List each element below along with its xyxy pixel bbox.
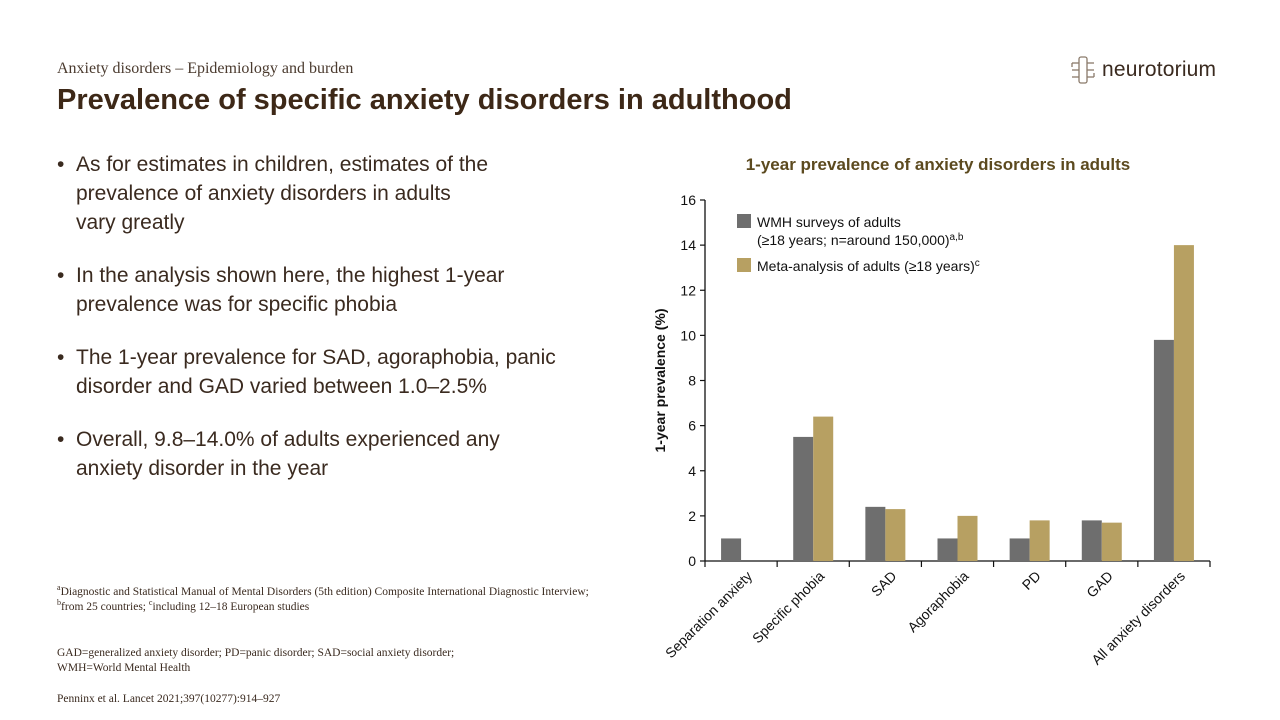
bar	[885, 509, 906, 561]
x-tick-label: Separation anxiety	[662, 568, 755, 661]
y-tick-label: 10	[680, 327, 696, 343]
y-tick-label: 8	[688, 373, 696, 389]
x-tick-label: PD	[1019, 568, 1044, 593]
x-tick-label: SAD	[868, 568, 900, 600]
x-tick-label: Agoraphobia	[904, 568, 972, 636]
bullet-item: The 1-year prevalence for SAD, agoraphob…	[57, 343, 637, 401]
bar	[865, 506, 886, 561]
y-tick-label: 12	[680, 282, 696, 298]
y-tick-label: 0	[688, 553, 696, 569]
footnote-marker-b: b	[57, 598, 62, 608]
y-tick-label: 6	[688, 418, 696, 434]
chart-title: 1-year prevalence of anxiety disorders i…	[745, 155, 1131, 174]
footnote-marker-a: a	[57, 583, 61, 593]
footnote-abbreviations: GAD=generalized anxiety disorder; PD=pan…	[57, 647, 455, 674]
bar	[1101, 522, 1122, 561]
y-tick-label: 16	[680, 192, 696, 208]
legend-label-wmh-line2: (≥18 years; n=around 150,000)a,b	[757, 232, 964, 248]
bar	[1153, 339, 1174, 561]
y-tick-label: 4	[688, 463, 696, 479]
bar	[1029, 520, 1050, 561]
legend-swatch-wmh	[737, 214, 751, 228]
legend-label-wmh: WMH surveys of adults	[757, 214, 901, 230]
bar	[937, 538, 958, 561]
bar	[1173, 245, 1194, 561]
bullet-list: As for estimates in children, estimates …	[57, 150, 637, 507]
bar-chart: 0 2 4 6 8 10 12 14 16 1-year prevalence (%) Separa…	[652, 192, 1211, 668]
neurotorium-logo-icon	[1071, 56, 1095, 84]
footnote-c: including 12–18 European studies	[152, 601, 310, 613]
y-tick-label: 2	[688, 508, 696, 524]
footnote-b: from 25 countries;	[61, 601, 149, 613]
bar	[793, 436, 814, 561]
y-tick-label: 14	[680, 237, 696, 253]
bullet-item: Overall, 9.8–14.0% of adults experienced…	[57, 425, 637, 483]
bar	[721, 538, 742, 561]
bullet-item: As for estimates in children, estimates …	[57, 150, 637, 237]
bullet-item: In the analysis shown here, the highest …	[57, 261, 637, 319]
x-tick-label: Specific phobia	[749, 568, 828, 647]
bar	[957, 515, 978, 561]
legend-label-meta: Meta-analysis of adults (≥18 years)c	[757, 258, 980, 274]
bar	[1081, 520, 1102, 561]
footnote-definitions: aDiagnostic and Statistical Manual of Me…	[57, 583, 657, 615]
page-title: Prevalence of specific anxiety disorders…	[57, 84, 792, 116]
bar	[1009, 538, 1030, 561]
footnote-a: Diagnostic and Statistical Manual of Men…	[60, 586, 589, 598]
bar	[813, 416, 834, 561]
x-tick-label: GAD	[1083, 568, 1116, 601]
logo-text: neurotorium	[1102, 58, 1217, 81]
footnote-marker-c: c	[148, 598, 153, 608]
y-axis-label: 1-year prevalence (%)	[652, 309, 668, 453]
logo: neurotorium	[1070, 54, 1216, 86]
legend-swatch-meta	[737, 258, 751, 272]
footnote-reference: Penninx et al. Lancet 2021;397(10277):91…	[57, 693, 281, 705]
section-subtitle: Anxiety disorders – Epidemiology and bur…	[57, 60, 354, 77]
